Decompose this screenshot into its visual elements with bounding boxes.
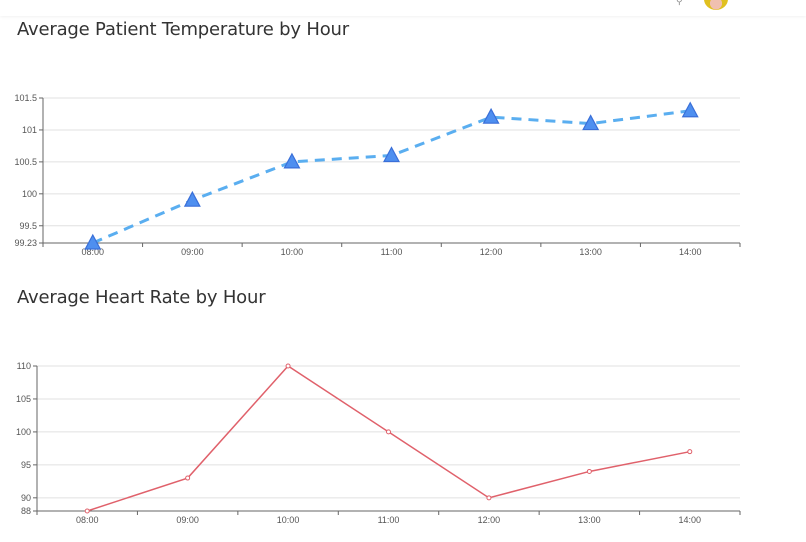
data-point (283, 152, 301, 169)
data-point (185, 475, 191, 481)
y-tick-label: 100.5 (14, 157, 37, 167)
y-tick-label: 105 (16, 394, 31, 404)
y-tick-label: 99.5 (19, 221, 37, 231)
data-point (482, 107, 500, 124)
data-point (183, 190, 201, 207)
y-tick-label: 99.23 (14, 238, 37, 248)
x-tick-label: 10:00 (277, 515, 300, 525)
x-tick-label: 13:00 (578, 515, 601, 525)
x-tick-label: 13:00 (579, 247, 602, 257)
y-tick-label: 95 (21, 460, 31, 470)
y-tick-label: 100 (16, 427, 31, 437)
x-tick-label: 14:00 (679, 515, 702, 525)
x-tick-label: 09:00 (181, 247, 204, 257)
chart-title-temperature: Average Patient Temperature by Hour (17, 19, 349, 40)
avatar[interactable] (704, 0, 728, 10)
x-tick-label: 12:00 (480, 247, 503, 257)
data-point (586, 468, 592, 474)
y-tick-label: 90 (21, 493, 31, 503)
data-point (84, 233, 102, 250)
x-tick-label: 14:00 (679, 247, 702, 257)
data-point (582, 114, 600, 131)
top-bar: ⚲ (0, 0, 806, 16)
x-tick-label: 08:00 (82, 247, 105, 257)
series-line (86, 365, 690, 512)
y-tick-label: 101.5 (14, 93, 37, 103)
y-tick-label: 88 (21, 506, 31, 516)
chart-title-heart-rate: Average Heart Rate by Hour (17, 287, 266, 308)
temperature-chart: 99.23 99.5 100 100.5 101 101.5 08:00 09:00 10:00… (14, 93, 741, 257)
x-tick-label: 12:00 (478, 515, 501, 525)
data-point (84, 508, 90, 514)
data-point (382, 146, 401, 163)
data-point (687, 449, 693, 455)
x-tick-label: 11:00 (381, 247, 403, 257)
x-tick-label: 11:00 (378, 515, 400, 525)
x-tick-label: 08:00 (76, 515, 99, 525)
y-tick-label: 101 (22, 125, 37, 135)
data-point (386, 429, 391, 435)
x-tick-label: 10:00 (281, 247, 304, 257)
x-tick-label: 09:00 (176, 515, 199, 525)
data-point (681, 101, 699, 118)
search-icon[interactable]: ⚲ (676, 0, 683, 6)
y-tick-label: 110 (17, 361, 31, 371)
data-point (486, 495, 492, 501)
data-point (285, 363, 291, 369)
y-tick-label: 100 (22, 189, 37, 199)
